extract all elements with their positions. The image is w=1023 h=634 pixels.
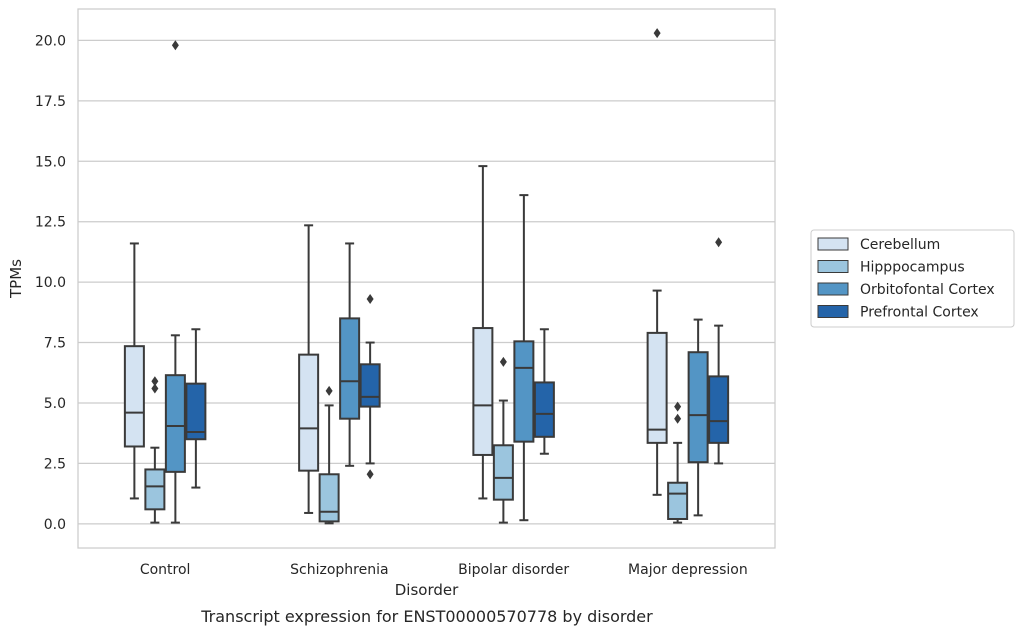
x-axis-title: Disorder (395, 581, 459, 599)
box-iqr (533, 381, 555, 438)
box-orbitofontal-cortex-major-depression (687, 318, 709, 517)
box-prefrontal-cortex-control (185, 328, 207, 489)
outlier-point (674, 413, 682, 424)
box-prefrontal-cortex-bipolar-disorder (533, 328, 555, 455)
box-iqr (472, 327, 494, 456)
x-tick-label: Schizophrenia (290, 562, 388, 578)
outlier-point (715, 237, 723, 248)
box-hipppocampus-control (144, 376, 166, 524)
y-tick-labels: 0.0 2.5 5.0 7.5 10.0 12.5 15.0 17.5 20.0 (35, 33, 66, 532)
outlier-point (499, 356, 507, 367)
box-iqr (687, 351, 709, 464)
box-iqr (359, 363, 381, 408)
box-iqr (185, 382, 207, 441)
y-tick-label: 2.5 (44, 456, 66, 472)
box-orbitofontal-cortex-bipolar-disorder (513, 194, 535, 522)
box-cerebellum-control (123, 242, 145, 500)
boxes (123, 28, 730, 525)
box-iqr (298, 353, 320, 472)
x-tick-labels: Control Schizophrenia Bipolar disorder Majo… (140, 562, 748, 578)
box-prefrontal-cortex-major-depression (708, 237, 730, 465)
legend-frame (810, 229, 1015, 328)
x-tick-label: Bipolar disorder (458, 562, 569, 578)
box-iqr (144, 468, 166, 511)
box-iqr (513, 340, 535, 443)
box-iqr (708, 375, 730, 444)
outlier-point (151, 383, 159, 394)
y-tick-label: 0.0 (44, 517, 66, 533)
box-iqr (492, 444, 514, 501)
box-iqr (318, 473, 340, 523)
box-hipppocampus-bipolar-disorder (492, 356, 514, 524)
legend-swatch (817, 237, 849, 251)
legend-label: Cerebellum (860, 237, 940, 253)
legend-swatch (817, 282, 849, 296)
box-cerebellum-bipolar-disorder (472, 165, 494, 500)
x-tick-label: Control (140, 562, 191, 578)
box-hipppocampus-schizophrenia (318, 385, 340, 525)
x-tick-label: Major depression (628, 562, 748, 578)
legend-label: Hipppocampus (860, 260, 965, 276)
y-tick-label: 17.5 (35, 94, 66, 110)
figure-caption: Transcript expression for ENST0000057077… (200, 607, 653, 626)
box-orbitofontal-cortex-control (164, 40, 186, 524)
y-tick-label: 5.0 (44, 396, 66, 412)
box-iqr (123, 345, 145, 448)
box-iqr (667, 481, 689, 520)
box-hipppocampus-major-depression (667, 401, 689, 524)
outlier-point (366, 469, 374, 480)
legend-label: Orbitofontal Cortex (860, 282, 995, 298)
box-iqr (339, 317, 361, 420)
outlier-point (653, 28, 661, 39)
box-prefrontal-cortex-schizophrenia (359, 294, 381, 480)
outlier-point (674, 401, 682, 412)
outlier-point (151, 376, 159, 387)
y-tick-label: 10.0 (35, 275, 66, 291)
y-axis-title: TPMs (7, 259, 25, 299)
y-tick-label: 15.0 (35, 154, 66, 170)
box-iqr (646, 331, 668, 444)
y-tick-label: 7.5 (44, 336, 66, 352)
legend-label: Prefrontal Cortex (860, 305, 979, 321)
legend-swatch (817, 260, 849, 273)
plot-area-frame (77, 8, 776, 549)
y-tick-label: 20.0 (35, 33, 66, 49)
box-cerebellum-schizophrenia (298, 224, 320, 514)
box-orbitofontal-cortex-schizophrenia (339, 242, 361, 467)
legend: Cerebellum Hipppocampus Orbitofontal Corte… (810, 229, 1015, 328)
box-cerebellum-major-depression (646, 28, 668, 496)
legend-swatch (817, 305, 849, 318)
outlier-point (171, 40, 179, 51)
outlier-point (366, 294, 374, 305)
y-tick-label: 12.5 (35, 215, 66, 231)
outlier-point (325, 385, 333, 396)
box-iqr (164, 374, 186, 473)
